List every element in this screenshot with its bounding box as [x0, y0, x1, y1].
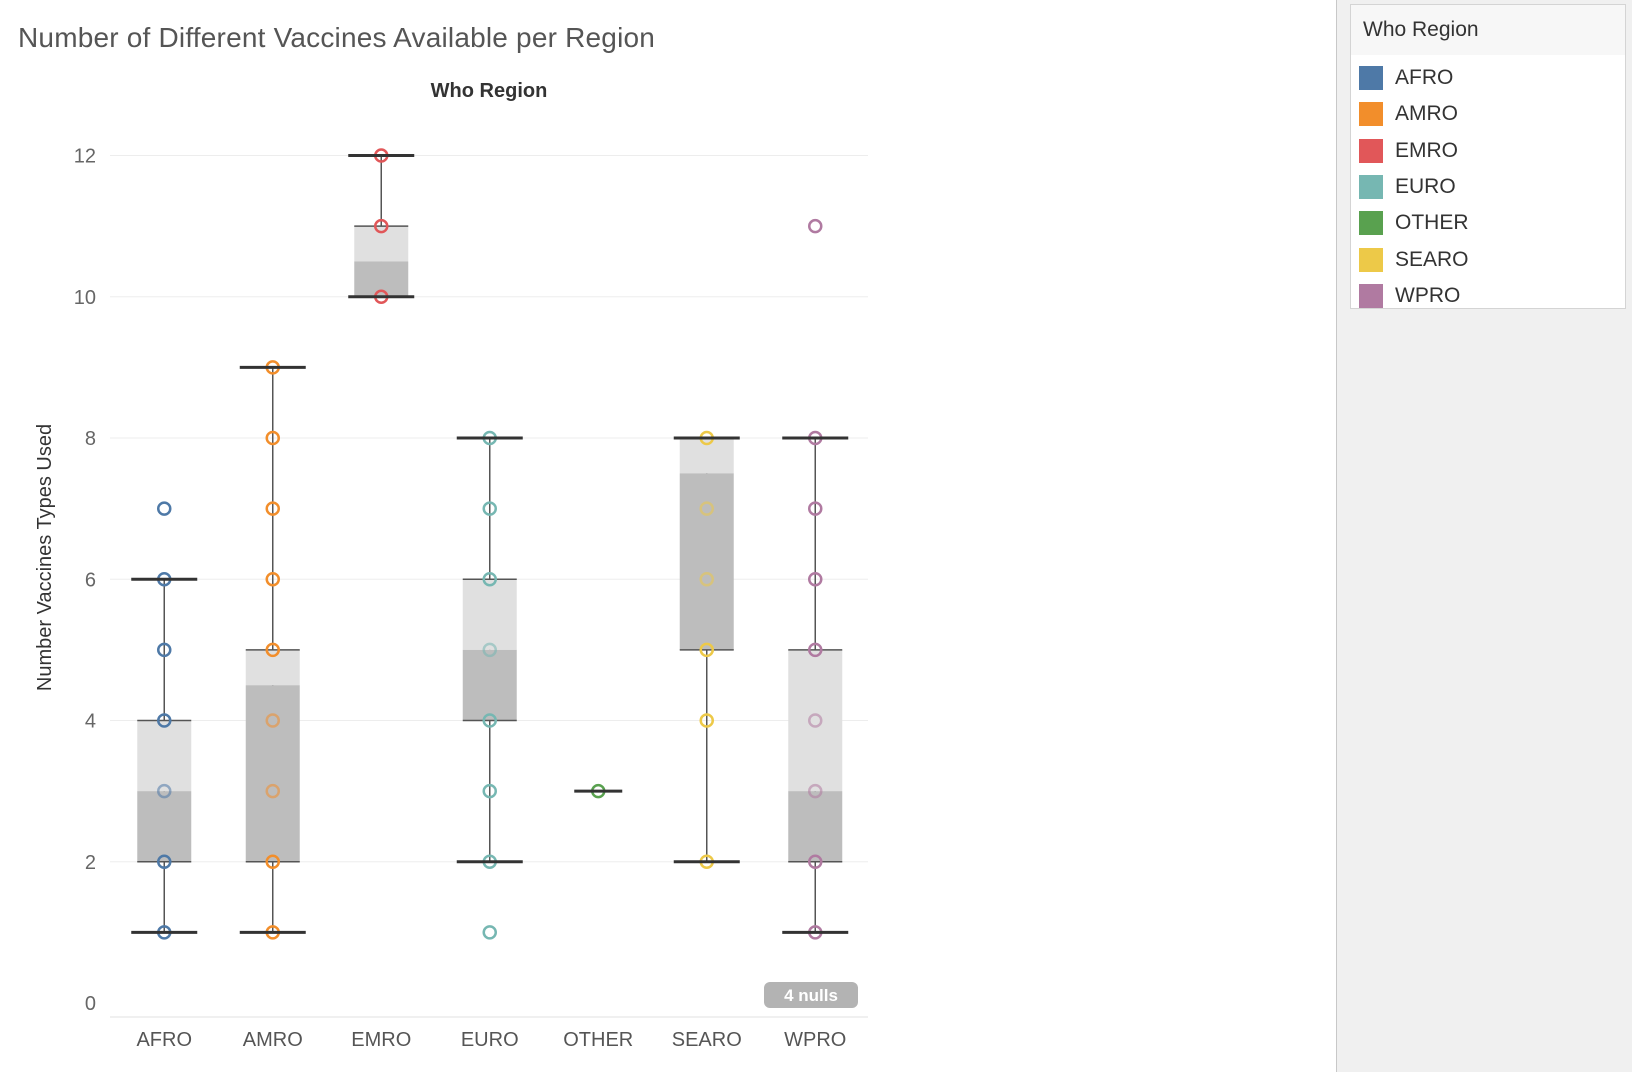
legend-swatch [1359, 66, 1383, 90]
data-point-searo [699, 501, 714, 516]
data-point-afro [157, 783, 172, 799]
data-point-amro [265, 501, 280, 516]
legend-item-amro[interactable]: AMRO [1359, 96, 1458, 132]
lower-box [137, 791, 192, 862]
data-point-searo [699, 713, 714, 728]
data-point-euro [482, 642, 497, 658]
legend-label: EMRO [1395, 138, 1458, 162]
upper-box [137, 720, 192, 792]
box-euro [456, 430, 523, 940]
legend-item-wpro[interactable]: WPRO [1359, 278, 1460, 314]
legend-swatch [1359, 174, 1383, 199]
nulls-badge-bg [764, 982, 858, 1008]
lower-box [679, 473, 734, 650]
y-tick-label: 10 [74, 287, 96, 309]
x-tick-label: EURO [461, 1029, 519, 1051]
data-point-amro [265, 854, 280, 870]
data-point-euro [482, 925, 497, 940]
data-point-euro [482, 572, 497, 587]
column-header: Who Region [431, 80, 548, 102]
data-point-amro [265, 642, 280, 658]
box-afro [131, 501, 198, 940]
box-other [574, 783, 623, 799]
x-tick-label: AFRO [136, 1029, 192, 1051]
nulls-indicator[interactable]: 4 nulls [764, 982, 858, 1008]
data-point-wpro [808, 218, 823, 234]
data-point-emro [374, 218, 389, 234]
data-point-euro [482, 783, 497, 799]
x-tick-label: AMRO [243, 1029, 303, 1051]
x-tick-label: SEARO [672, 1029, 742, 1051]
data-point-afro [157, 501, 172, 516]
legend-label: OTHER [1395, 211, 1469, 235]
data-point-euro [482, 713, 497, 728]
y-axis-title: Number Vaccines Types Used [34, 424, 56, 691]
legend-item-emro[interactable]: EMRO [1359, 133, 1458, 169]
box-searo [673, 430, 740, 870]
y-tick-label: 8 [85, 428, 96, 450]
upper-box [788, 649, 843, 792]
chart-title: Number of Different Vaccines Available p… [18, 22, 656, 53]
data-point-searo [699, 572, 714, 587]
y-tick-label: 0 [85, 993, 96, 1015]
box-wpro [782, 218, 849, 940]
box-emro [348, 148, 415, 305]
legend-swatch [1359, 211, 1383, 236]
legend-item-other[interactable]: OTHER [1359, 205, 1469, 241]
box-plot-chart[interactable]: Who Region 0 2 4 6 8 10 12 Number Vaccines Types… [0, 0, 1337, 1072]
data-point-wpro [808, 783, 823, 799]
legend-swatch [1359, 102, 1383, 127]
legend-label: WPRO [1395, 283, 1461, 307]
data-point-afro [157, 642, 172, 658]
data-point-euro [482, 501, 497, 516]
nulls-badge-text: 4 nulls [784, 986, 838, 1005]
legend-title: Who Region [1351, 5, 1625, 55]
legend-swatch [1359, 138, 1383, 163]
legend-label: AFRO [1395, 66, 1454, 89]
data-point-amro [265, 713, 280, 728]
lower-box [245, 685, 300, 862]
y-tick-label: 6 [85, 569, 96, 591]
x-tick-label: EMRO [351, 1029, 411, 1051]
viz-pane: Number of Different Vaccines Available p… [0, 0, 1337, 1072]
upper-box [462, 579, 517, 650]
data-point-amro [265, 430, 280, 446]
data-point-wpro [808, 713, 823, 728]
data-point-amro [265, 572, 280, 587]
data-point-afro [157, 713, 172, 728]
color-legend[interactable]: Who Region AFRO AMRO EMRO EURO OTHER SEARO WPR… [1350, 4, 1626, 309]
data-point-afro [157, 854, 172, 870]
y-tick-label: 12 [74, 146, 96, 168]
x-tick-label: OTHER [563, 1029, 633, 1051]
data-point-wpro [808, 642, 823, 658]
legend-label: AMRO [1395, 102, 1458, 126]
box-amro [239, 360, 306, 940]
data-point-wpro [808, 501, 823, 516]
legend-label: SEARO [1395, 247, 1469, 271]
y-tick-label: 4 [85, 711, 96, 733]
legend-item-searo[interactable]: SEARO [1359, 242, 1469, 278]
legend-item-afro[interactable]: AFRO [1359, 60, 1453, 96]
y-tick-label: 2 [85, 852, 96, 874]
legend-item-euro[interactable]: EURO [1359, 169, 1456, 205]
data-point-wpro [808, 854, 823, 870]
legend-label: EURO [1395, 174, 1456, 198]
lower-box [462, 649, 517, 721]
data-point-wpro [808, 572, 823, 587]
legend-swatch [1359, 283, 1383, 308]
lower-box [788, 791, 843, 862]
data-point-searo [699, 642, 714, 658]
data-point-amro [265, 783, 280, 799]
x-tick-label: WPRO [784, 1029, 846, 1051]
legend-swatch [1359, 247, 1383, 272]
